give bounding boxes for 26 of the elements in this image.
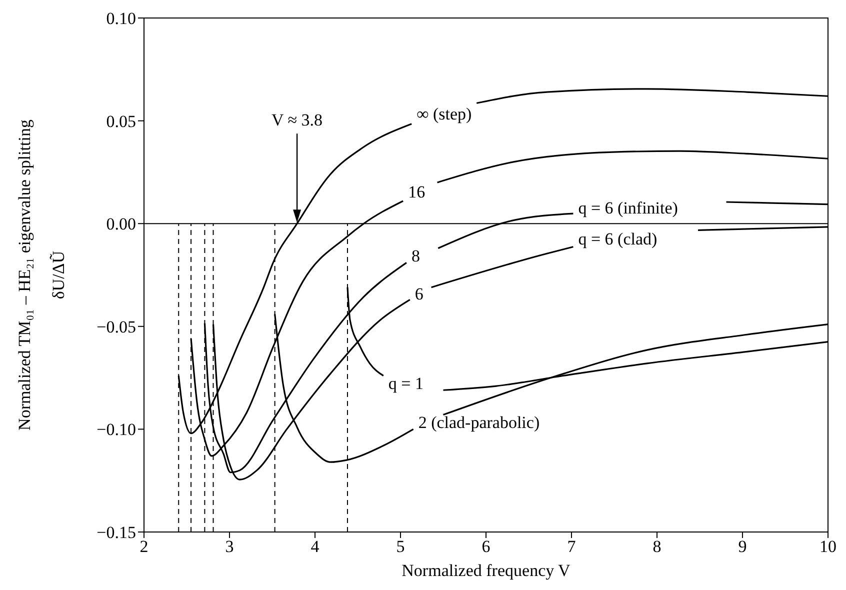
y-tick-label: 0.00	[106, 214, 136, 234]
x-tick-label: 6	[482, 537, 490, 556]
y-tick-label: −0.15	[96, 523, 136, 542]
y-axis-title: Normalized TM₀₁ – HE₂₁ eigenvalue splitting δU/ΔŨ	[14, 119, 68, 430]
y-tick-label: 0.05	[106, 112, 136, 131]
series-label: 16	[408, 182, 426, 202]
x-tick-label: 5	[396, 537, 405, 556]
x-tick-label: 2	[140, 537, 148, 556]
series-label: q = 1	[388, 374, 424, 393]
annotation: V ≈ 3.8	[272, 110, 323, 130]
series-label: 8	[411, 246, 420, 266]
y-tick-label: −0.10	[96, 420, 136, 440]
x-tick-label: 9	[738, 537, 747, 556]
series-label: 6	[414, 284, 424, 304]
x-tick-label: 10	[820, 537, 836, 556]
annotation: q = 6 (clad)	[578, 229, 658, 248]
series-label: 2 (clad-parabolic)	[418, 412, 540, 432]
annotation: q = 6 (infinite)	[578, 198, 678, 218]
x-tick-label: 3	[225, 537, 234, 556]
x-tick-label: 4	[310, 537, 320, 556]
x-tick-label: 8	[652, 537, 662, 556]
x-tick-label: 7	[567, 537, 576, 556]
y-tick-label: −0.05	[96, 317, 136, 336]
series-label: ∞ (step)	[416, 104, 472, 124]
x-axis-title: Normalized frequency V	[402, 561, 572, 580]
y-tick-label: 0.10	[106, 9, 136, 28]
